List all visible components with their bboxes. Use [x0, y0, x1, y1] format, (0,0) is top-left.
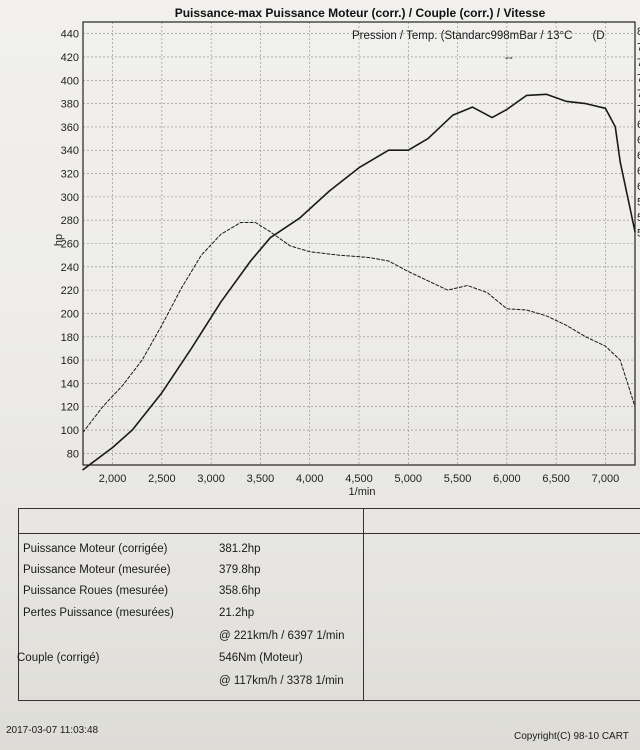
- x-tick-label: 3,500: [247, 473, 275, 485]
- x-tick-label: 6,500: [542, 473, 570, 485]
- right-tick-label: 68: [637, 119, 640, 131]
- x-tick-label: 4,500: [345, 473, 373, 485]
- x-tick-label: 7,000: [592, 473, 620, 485]
- y-tick-label: 180: [61, 332, 79, 344]
- y-axis-label: hp: [53, 234, 65, 246]
- result-value-engine-power-measured: 379.8hp: [219, 564, 261, 576]
- x-tick-label: 5,500: [444, 473, 472, 485]
- right-tick-label: 74: [637, 73, 640, 85]
- result-value-power-loss: 21.2hp: [219, 607, 255, 619]
- result-label-power-loss: Pertes Puissance (mesurées): [23, 607, 174, 619]
- right-tick-label: 64: [637, 150, 640, 162]
- right-tick-label: 72: [637, 88, 640, 100]
- chart-title: Puissance-max Puissance Moteur (corr.) /…: [175, 6, 546, 20]
- y-tick-label: 320: [61, 169, 79, 181]
- right-tick-label: 56: [637, 212, 640, 224]
- right-tick-label: 58: [637, 197, 640, 209]
- result-value-wheel-power: 358.6hp: [219, 585, 261, 597]
- right-tick-label: 760: [637, 57, 640, 69]
- print-timestamp: 2017-03-07 11:03:48: [6, 725, 99, 736]
- y-tick-label: 300: [61, 192, 79, 204]
- y-tick-label: 440: [61, 29, 79, 41]
- result-value-torque: 546Nm (Moteur): [219, 652, 303, 664]
- results-panel: Puissance Moteur (corrigée) 381.2hp Puis…: [17, 508, 640, 701]
- series-line-dashed: [82, 222, 636, 433]
- y-tick-label: 140: [61, 378, 79, 390]
- x-tick-label: 3,000: [197, 473, 225, 485]
- result-label-engine-power-corrected: Puissance Moteur (corrigée): [23, 543, 168, 555]
- y-tick-label: 160: [61, 355, 79, 367]
- result-label-torque: Couple (corrigé): [17, 652, 100, 664]
- y-tick-label: 280: [61, 215, 79, 227]
- y-tick-label: 100: [61, 425, 79, 437]
- right-tick-label: 780: [637, 42, 640, 54]
- x-tick-label: 4,000: [296, 473, 324, 485]
- x-tick-label: 6,000: [493, 473, 521, 485]
- y-tick-label: 120: [61, 402, 79, 414]
- y-tick-label: 340: [61, 145, 79, 157]
- pressure-temp-extra: (D: [592, 30, 605, 42]
- result-value-engine-power-corrected: 381.2hp: [219, 543, 261, 555]
- dyno-chart: Puissance-max Puissance Moteur (corr.) /…: [53, 6, 640, 498]
- right-tick-label: 62: [637, 166, 640, 178]
- y-tick-label: 240: [61, 262, 79, 274]
- y-tick-label: 380: [61, 99, 79, 111]
- right-tick-label: 70: [637, 104, 640, 116]
- y-tick-label: 420: [61, 52, 79, 64]
- right-tick-label: 800: [637, 26, 640, 38]
- y-tick-label: 220: [61, 285, 79, 297]
- y-tick-label: 400: [61, 75, 79, 87]
- right-tick-label: 60: [637, 181, 640, 193]
- y-tick-label: 80: [67, 448, 79, 460]
- pressure-temp-value: --: [505, 52, 513, 64]
- right-tick-label: 54: [637, 228, 640, 240]
- y-tick-label: 360: [61, 122, 79, 134]
- result-value-power-speed-rpm: @ 221km/h / 6397 1/min: [219, 630, 345, 642]
- y-tick-label: 200: [61, 308, 79, 320]
- x-tick-label: 2,000: [99, 473, 127, 485]
- series-line-solid: [82, 93, 636, 471]
- pressure-temp-label: Pression / Temp. (Standarc998mBar / 13°C…: [352, 30, 605, 42]
- copyright-text: Copyright(C) 98-10 CART: [514, 731, 629, 742]
- y-tick-label: 260: [61, 239, 79, 251]
- result-label-wheel-power: Puissance Roues (mesurée): [23, 585, 169, 597]
- result-value-torque-speed-rpm: @ 117km/h / 3378 1/min: [219, 675, 344, 687]
- right-tick-label: 66: [637, 135, 640, 147]
- x-tick-label: 5,000: [395, 473, 423, 485]
- x-axis-label: 1/min: [349, 486, 376, 498]
- x-tick-label: 2,500: [148, 473, 176, 485]
- pressure-temp-text: Pression / Temp. (Standarc998mBar / 13°C: [352, 30, 573, 42]
- result-label-engine-power-measured: Puissance Moteur (mesurée): [23, 564, 171, 576]
- plot-frame: [82, 21, 636, 466]
